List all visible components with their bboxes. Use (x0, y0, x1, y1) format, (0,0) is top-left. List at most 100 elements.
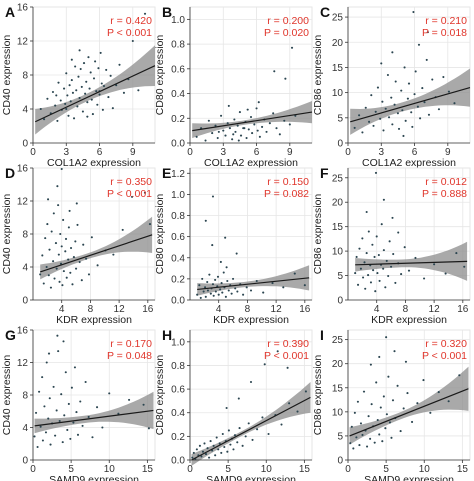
data-point (53, 277, 56, 280)
data-point (191, 456, 194, 459)
x-tick-label: 0 (345, 147, 351, 158)
y-tick-label: 1.0 (171, 337, 185, 348)
data-point (422, 379, 425, 382)
data-point (402, 407, 405, 410)
x-tick-label: 15 (142, 464, 154, 475)
data-point (70, 79, 73, 82)
data-point (245, 286, 248, 289)
data-point (45, 361, 48, 364)
data-point (45, 265, 48, 269)
data-point (214, 278, 217, 281)
data-point (65, 107, 68, 111)
data-point (211, 195, 215, 198)
y-tick-label: 0.4 (171, 253, 185, 264)
data-point (198, 444, 201, 447)
data-point (381, 440, 384, 443)
data-point (117, 412, 120, 415)
data-point (371, 243, 374, 246)
data-point (354, 272, 357, 275)
data-point (217, 448, 220, 451)
data-point (382, 267, 385, 270)
data-point (367, 415, 370, 418)
y-axis-label: CD80 expression (154, 355, 166, 436)
data-point (76, 105, 79, 108)
x-tick-label: 5 (68, 464, 74, 475)
x-tick-label: 8 (245, 304, 251, 315)
confidence-band (355, 241, 468, 281)
data-point (391, 123, 394, 126)
data-point (147, 427, 150, 430)
data-point (211, 244, 214, 247)
data-point (107, 96, 110, 99)
data-point (59, 99, 62, 102)
data-point (227, 104, 230, 107)
data-point (80, 279, 83, 282)
data-point (231, 138, 234, 141)
x-tick-label: 5 (225, 464, 231, 475)
data-point (378, 355, 381, 359)
data-point (52, 212, 55, 215)
data-point (41, 254, 44, 257)
panel-a: 0 3 6 9 0 4 8 12 16 COL1A2 expression CD40 express… (1, 3, 156, 169)
data-point (390, 436, 393, 439)
data-point (444, 272, 447, 275)
regression-line (191, 396, 311, 461)
data-point (61, 284, 64, 287)
data-point (364, 106, 367, 109)
data-point (143, 12, 147, 15)
data-point (406, 392, 409, 395)
data-point (384, 427, 387, 430)
data-point (396, 112, 399, 115)
correlation-r: r = 0.390 (267, 338, 309, 350)
data-point (236, 124, 239, 127)
y-tick-label: 1.2 (171, 169, 185, 180)
y-tick-label: 10 (332, 407, 344, 418)
data-point (356, 283, 360, 286)
data-point (214, 290, 217, 293)
data-point (276, 350, 279, 353)
data-point (64, 371, 67, 374)
x-tick-label: 6 (412, 147, 418, 158)
y-tick-label: 20 (332, 359, 344, 370)
data-point (215, 436, 218, 439)
data-point (304, 390, 307, 393)
data-point (223, 445, 226, 449)
x-axis-label: KDR expression (213, 314, 289, 326)
data-point (69, 271, 72, 274)
data-point (224, 295, 227, 298)
data-point (220, 451, 223, 454)
data-point (380, 62, 383, 65)
x-axis-label: COL1A2 expression (47, 157, 141, 169)
y-tick-label: 4 (22, 105, 28, 116)
data-point (361, 237, 364, 240)
data-point (199, 296, 202, 299)
x-axis-label: SAMD9 expression (206, 474, 296, 481)
x-tick-label: 0 (30, 147, 36, 158)
correlation-r: r = 0.170 (110, 338, 152, 350)
data-point (458, 374, 461, 377)
data-point (87, 56, 90, 59)
panel-e: 4 8 12 16 0.0 0.2 0.4 0.6 0.8 1.0 1.2 KDR expressio… (154, 165, 313, 326)
data-point (89, 71, 92, 74)
data-point (69, 437, 72, 440)
data-point (216, 137, 219, 140)
x-tick-label: 15 (457, 464, 469, 475)
data-point (222, 271, 225, 274)
data-point (303, 284, 306, 287)
y-tick-label: 0.6 (171, 64, 185, 75)
x-tick-label: 0 (187, 147, 193, 158)
data-point (387, 116, 391, 119)
p-value: P = 0.048 (107, 350, 152, 362)
p-value: P = 0.888 (422, 188, 467, 200)
y-tick-label: 10 (332, 88, 344, 99)
x-tick-label: 10 (104, 464, 116, 475)
panel-letter: I (320, 327, 324, 343)
data-point (249, 380, 253, 384)
y-tick-label: 25 (332, 335, 344, 346)
data-point (419, 117, 422, 120)
plot-area (347, 329, 471, 461)
x-tick-label: 0 (30, 464, 36, 475)
data-point (358, 247, 361, 250)
data-point (370, 94, 373, 97)
